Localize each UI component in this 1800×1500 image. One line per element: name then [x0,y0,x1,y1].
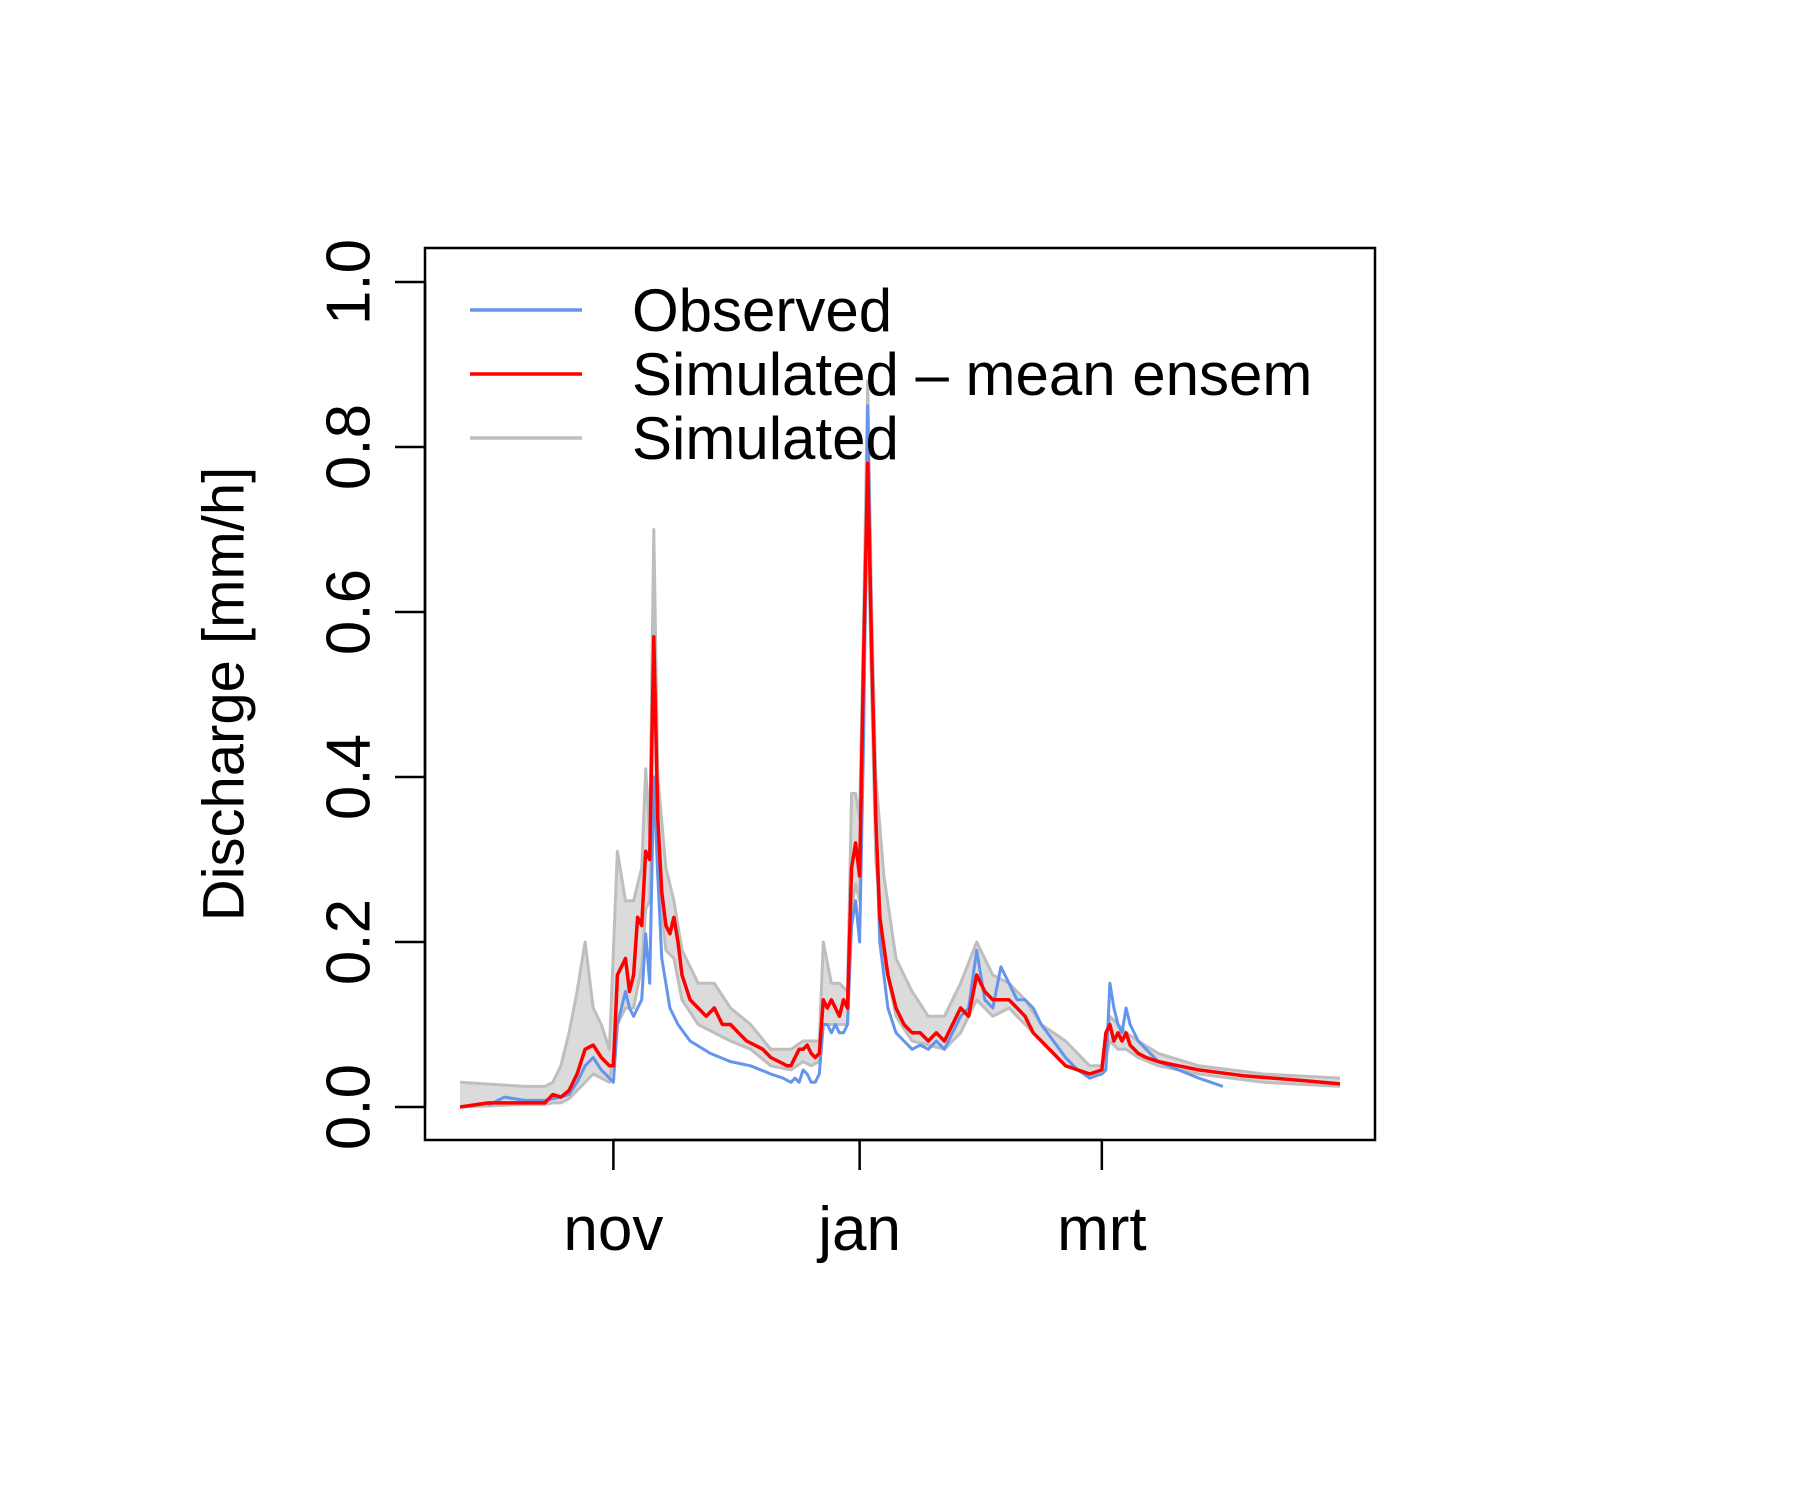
mean-ensemble-line [459,461,1341,1109]
ensemble-line-upper [459,379,1341,1088]
observed-layer [487,404,1224,1107]
y-axis: 0.0 0.2 0.4 0.6 0.8 1.0 [314,239,427,1150]
x-tick-label: jan [816,1195,901,1264]
y-tick-label: 0.8 [314,404,383,490]
x-tick-label: mrt [1057,1195,1147,1264]
y-tick-label: 1.0 [314,239,383,325]
y-tick-label: 0.6 [314,569,383,655]
x-axis: nov jan mrt [563,1138,1147,1264]
y-axis-label: Discharge [mm/h] [191,467,256,921]
ensemble-layer [459,379,1341,1109]
y-tick-label: 0.4 [314,734,383,820]
y-tick-label: 0.0 [314,1064,383,1150]
mean-layer [459,461,1341,1109]
legend-label: Simulated [632,405,899,472]
legend-label: Observed [632,277,892,344]
legend-label: Simulated – mean ensem [632,341,1312,408]
y-tick-label: 0.2 [314,899,383,985]
x-tick-label: nov [563,1195,663,1264]
observed-line [487,404,1224,1107]
